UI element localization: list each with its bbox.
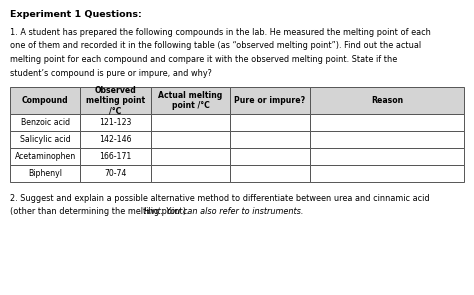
- Bar: [151, 87, 230, 114]
- Bar: [151, 148, 230, 165]
- Text: Salicylic acid: Salicylic acid: [20, 135, 71, 144]
- Bar: [151, 165, 230, 182]
- Bar: [310, 87, 464, 114]
- Bar: [310, 165, 464, 182]
- Bar: [81, 87, 151, 114]
- Text: Reason: Reason: [371, 96, 403, 105]
- Bar: [81, 165, 151, 182]
- Bar: [310, 114, 464, 131]
- Bar: [230, 114, 310, 131]
- Text: student’s compound is pure or impure, and why?: student’s compound is pure or impure, an…: [10, 68, 212, 78]
- Text: Pure or impure?: Pure or impure?: [234, 96, 306, 105]
- Bar: [10, 114, 81, 131]
- Bar: [151, 114, 230, 131]
- Text: 166-171: 166-171: [100, 152, 132, 161]
- Text: Biphenyl: Biphenyl: [28, 169, 62, 178]
- Text: Acetaminophen: Acetaminophen: [15, 152, 76, 161]
- Text: (other than determining the melting point).: (other than determining the melting poin…: [10, 207, 191, 217]
- Bar: [10, 148, 81, 165]
- Bar: [230, 148, 310, 165]
- Text: melting point for each compound and compare it with the observed melting point. : melting point for each compound and comp…: [10, 55, 397, 64]
- Bar: [230, 165, 310, 182]
- Bar: [81, 148, 151, 165]
- Text: 70-74: 70-74: [104, 169, 127, 178]
- Bar: [10, 87, 81, 114]
- Text: 142-146: 142-146: [100, 135, 132, 144]
- Bar: [10, 165, 81, 182]
- Text: one of them and recorded it in the following table (as “observed melting point”): one of them and recorded it in the follo…: [10, 42, 421, 50]
- Bar: [310, 131, 464, 148]
- Text: Benzoic acid: Benzoic acid: [21, 118, 70, 127]
- Bar: [81, 114, 151, 131]
- Bar: [230, 87, 310, 114]
- Text: Actual melting
point /°C: Actual melting point /°C: [158, 91, 223, 110]
- Bar: [10, 131, 81, 148]
- Bar: [151, 131, 230, 148]
- Text: Compound: Compound: [22, 96, 69, 105]
- Text: 1. A student has prepared the following compounds in the lab. He measured the me: 1. A student has prepared the following …: [10, 28, 431, 37]
- Text: 121-123: 121-123: [100, 118, 132, 127]
- Text: Experiment 1 Questions:: Experiment 1 Questions:: [10, 10, 142, 19]
- Text: Hint: You can also refer to instruments.: Hint: You can also refer to instruments.: [144, 207, 304, 217]
- Text: Observed
melting point
/°C: Observed melting point /°C: [86, 86, 145, 115]
- Bar: [230, 131, 310, 148]
- Bar: [310, 148, 464, 165]
- Bar: [81, 131, 151, 148]
- Text: 2. Suggest and explain a possible alternative method to differentiate between ur: 2. Suggest and explain a possible altern…: [10, 194, 429, 203]
